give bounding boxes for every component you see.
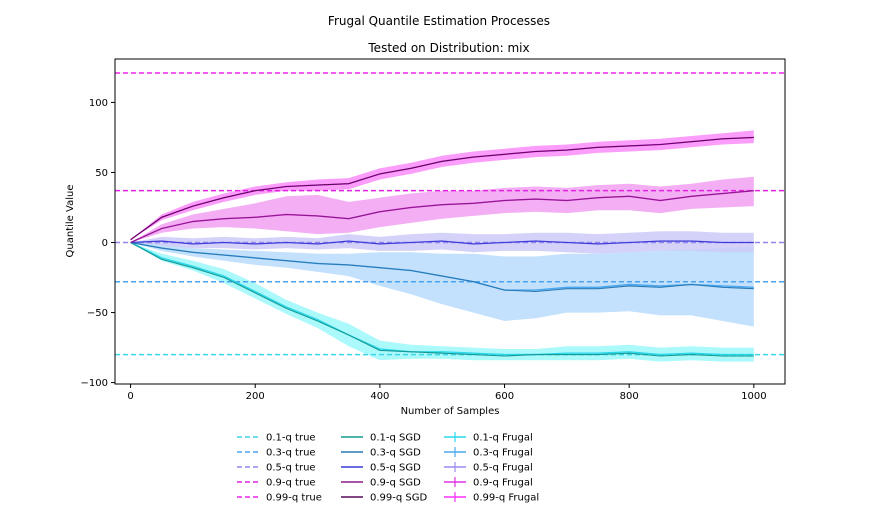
x-axis: 0 200 400 600 800 1000 (127, 384, 767, 402)
band-0-1-q-frugal (130, 242, 754, 362)
legend-label: 0.3-q Frugal (473, 448, 533, 459)
y-tick-label: 50 (95, 168, 108, 179)
y-tick-label: 100 (89, 98, 108, 109)
legend-entry-0-3-q-true: 0.3-q true (237, 448, 316, 459)
chart-title: Frugal Quantile Estimation Processes (328, 14, 550, 28)
legend-label: 0.9-q SGD (370, 478, 421, 489)
legend-entry-0-1-q-frugal: 0.1-q Frugal (444, 432, 533, 444)
legend-label: 0.5-q SGD (370, 463, 421, 474)
chart-subtitle: Tested on Distribution: mix (367, 41, 529, 55)
sgd-lines (130, 136, 754, 357)
legend-entry-0-1-q-true: 0.1-q true (237, 433, 316, 444)
line-0-1-q-sgd (130, 242, 754, 357)
line-0-5-q-sgd (130, 240, 754, 245)
band-0-5-q-frugal (130, 231, 754, 254)
x-tick-label: 800 (620, 391, 639, 402)
line-0-99-q-sgd (130, 136, 754, 241)
legend-entry-0-99-q-sgd: 0.99-q SGD (341, 493, 427, 504)
line-0-9-q-sgd (130, 190, 754, 244)
legend-entry-0-99-q-frugal: 0.99-q Frugal (444, 492, 539, 504)
legend-entry-0-9-q-sgd: 0.9-q SGD (341, 478, 421, 489)
y-axis-label: Quantile Value (65, 185, 76, 258)
legend-entry-0-5-q-true: 0.5-q true (237, 463, 316, 474)
x-tick-label: 0 (127, 391, 133, 402)
band-0-9-q-frugal (130, 176, 754, 243)
legend-label: 0.1-q SGD (370, 433, 421, 444)
legend-entry-0-5-q-sgd: 0.5-q SGD (341, 463, 421, 474)
legend-label: 0.9-q true (266, 478, 316, 489)
legend-label: 0.1-q true (266, 433, 316, 444)
line-0-1-q-frugal (130, 241, 754, 356)
line-0-3-q-sgd (130, 241, 754, 293)
legend-label: 0.5-q Frugal (473, 463, 533, 474)
band-0-3-q-frugal (130, 242, 754, 327)
legend-label: 0.99-q Frugal (473, 493, 539, 504)
x-tick-label: 200 (246, 391, 265, 402)
legend-label: 0.3-q SGD (370, 448, 421, 459)
legend-entry-0-9-q-true: 0.9-q true (237, 478, 316, 489)
legend-label: 0.99-q SGD (370, 493, 427, 504)
legend-label: 0.99-q true (266, 493, 322, 504)
legend-label: 0.9-q Frugal (473, 478, 533, 489)
legend-entry-0-9-q-frugal: 0.9-q Frugal (444, 477, 533, 489)
legend-entry-0-1-q-sgd: 0.1-q SGD (341, 433, 421, 444)
legend-entry-0-5-q-frugal: 0.5-q Frugal (444, 462, 533, 474)
legend-entry-0-3-q-frugal: 0.3-q Frugal (444, 447, 533, 459)
legend-entry-0-99-q-true: 0.99-q true (237, 493, 322, 504)
legend-label: 0.1-q Frugal (473, 433, 533, 444)
frugal-bands (130, 130, 754, 362)
plot-frame (114, 58, 786, 385)
x-tick-label: 400 (370, 391, 389, 402)
legend-label: 0.5-q true (266, 463, 316, 474)
y-tick-label: −100 (81, 378, 108, 389)
legend-entry-0-3-q-sgd: 0.3-q SGD (341, 448, 421, 459)
x-tick-label: 1000 (741, 391, 766, 402)
y-tick-label: 0 (102, 238, 108, 249)
y-axis: −100 −50 0 50 100 (81, 98, 115, 389)
x-axis-label: Number of Samples (401, 406, 500, 417)
y-tick-label: −50 (87, 308, 108, 319)
legend: 0.1-q true 0.3-q true 0.5-q true 0.9-q true… (237, 432, 539, 504)
legend-label: 0.3-q true (266, 448, 316, 459)
x-tick-label: 600 (495, 391, 514, 402)
